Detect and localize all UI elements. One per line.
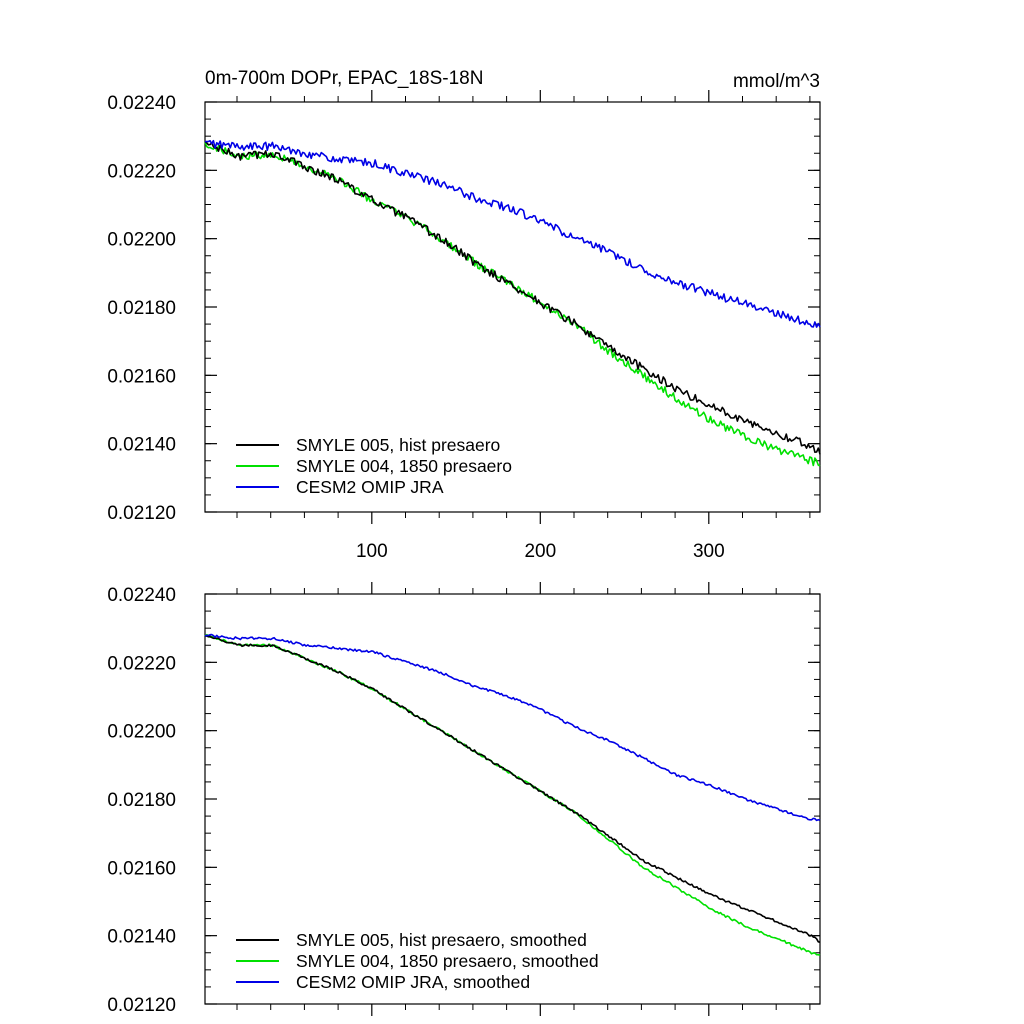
legend-label: SMYLE 004, 1850 presaero: [296, 456, 512, 476]
series-line: [204, 141, 821, 455]
y-tick-label: 0.02220: [107, 653, 176, 674]
y-tick-label: 0.02120: [107, 503, 176, 524]
y-tick-label: 0.02220: [107, 161, 176, 182]
series-line: [204, 141, 821, 467]
y-tick-label: 0.02180: [107, 298, 176, 319]
y-tick-label: 0.02200: [107, 722, 176, 743]
legend-label: SMYLE 005, hist presaero: [296, 435, 500, 455]
legend-label: CESM2 OMIP JRA: [296, 477, 444, 497]
legend-label: SMYLE 005, hist presaero, smoothed: [296, 930, 587, 950]
legend-label: SMYLE 004, 1850 presaero, smoothed: [296, 951, 599, 971]
bottom-panel: 0.02120 0.02140 0.02160 0.02180 0.02200 0.022…: [107, 582, 821, 1016]
top-panel: 0m-700m DOPr, EPAC_18S-18N mmol/m^3 0.02…: [107, 68, 821, 562]
units-label: mmol/m^3: [733, 71, 820, 92]
series-line: [204, 635, 821, 943]
y-tick-label: 0.02140: [107, 435, 176, 456]
chart-title: 0m-700m DOPr, EPAC_18S-18N: [205, 68, 483, 89]
x-tick-label: 200: [524, 541, 556, 562]
x-tick-label: 100: [356, 541, 388, 562]
y-tick-label: 0.02240: [107, 93, 176, 114]
y-tick-label: 0.02200: [107, 230, 176, 251]
y-tick-label: 0.02120: [107, 995, 176, 1016]
y-tick-label: 0.02160: [107, 366, 176, 387]
y-tick-label: 0.02180: [107, 790, 176, 811]
x-tick-label: 300: [693, 541, 725, 562]
legend-label: CESM2 OMIP JRA, smoothed: [296, 972, 530, 992]
y-tick-label: 0.02160: [107, 858, 176, 879]
series-line: [204, 633, 821, 822]
series-line: [204, 139, 821, 328]
y-tick-label: 0.02240: [107, 585, 176, 606]
series-line: [204, 633, 821, 956]
y-tick-label: 0.02140: [107, 927, 176, 948]
